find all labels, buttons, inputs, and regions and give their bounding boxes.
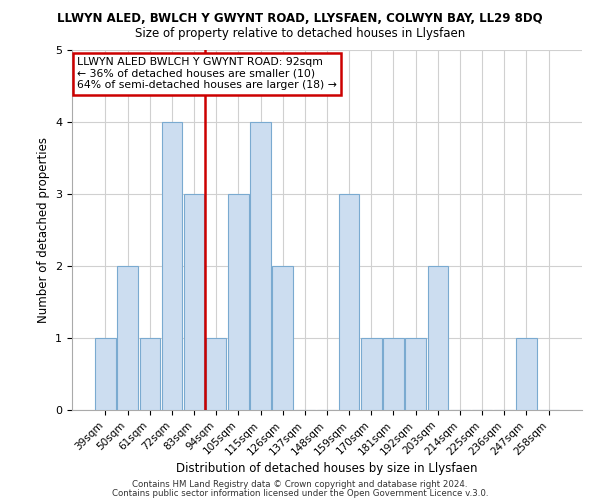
Text: Size of property relative to detached houses in Llysfaen: Size of property relative to detached ho… — [135, 28, 465, 40]
Bar — [206, 338, 226, 410]
Bar — [118, 266, 138, 410]
Y-axis label: Number of detached properties: Number of detached properties — [37, 137, 50, 323]
Bar — [428, 266, 448, 410]
Bar — [184, 194, 204, 410]
Bar — [383, 338, 404, 410]
Bar — [140, 338, 160, 410]
Bar — [250, 122, 271, 410]
Bar — [339, 194, 359, 410]
Bar — [161, 122, 182, 410]
Text: LLWYN ALED BWLCH Y GWYNT ROAD: 92sqm
← 36% of detached houses are smaller (10)
6: LLWYN ALED BWLCH Y GWYNT ROAD: 92sqm ← 3… — [77, 57, 337, 90]
Bar — [516, 338, 536, 410]
Text: Contains HM Land Registry data © Crown copyright and database right 2024.: Contains HM Land Registry data © Crown c… — [132, 480, 468, 489]
Text: LLWYN ALED, BWLCH Y GWYNT ROAD, LLYSFAEN, COLWYN BAY, LL29 8DQ: LLWYN ALED, BWLCH Y GWYNT ROAD, LLYSFAEN… — [57, 12, 543, 26]
X-axis label: Distribution of detached houses by size in Llysfaen: Distribution of detached houses by size … — [176, 462, 478, 475]
Text: Contains public sector information licensed under the Open Government Licence v.: Contains public sector information licen… — [112, 488, 488, 498]
Bar — [95, 338, 116, 410]
Bar — [272, 266, 293, 410]
Bar — [406, 338, 426, 410]
Bar — [361, 338, 382, 410]
Bar — [228, 194, 248, 410]
